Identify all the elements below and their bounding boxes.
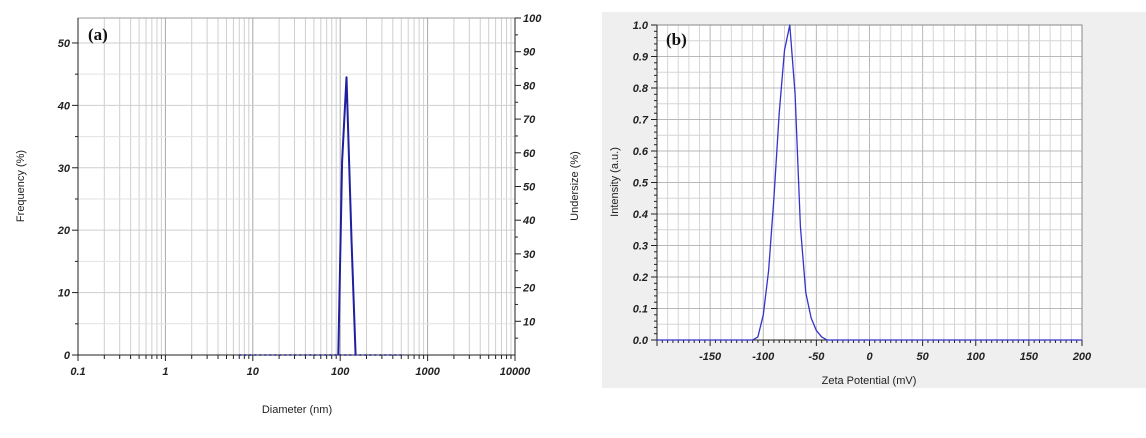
chart-a-y-tick-label: 0 — [64, 350, 71, 362]
chart-a-series-line-1 — [337, 76, 357, 356]
chart-b-series — [657, 24, 1082, 341]
chart-a-background — [78, 18, 515, 355]
chart-b-tick-labels: -150 -100 -50 0 50 100 150 200 0.0 0.1 0.2 0.3 0.4 0.… — [633, 20, 1092, 363]
chart-b-x-tick-label: 50 — [917, 351, 930, 363]
chart-a-x-axis-title: Diameter (nm) — [262, 404, 332, 416]
chart-b-series-line-1 — [657, 24, 1082, 341]
chart-a-x-tick-label: 10 — [247, 366, 260, 378]
chart-a-y2-tick-label: 80 — [523, 80, 536, 92]
chart-b-y-tick-label: 0.0 — [633, 335, 649, 347]
chart-b-y-tick-label: 0.1 — [633, 304, 648, 316]
chart-a-y2-axis-title: Undersize (%) — [569, 151, 581, 221]
chart-a-y2-tick-label: 60 — [523, 148, 536, 160]
chart-a: 0.1 1 10 100 1000 10000 0 10 20 30 40 50 10 20 30 40 50 6… — [15, 13, 581, 416]
chart-b-y-tick-label: 0.2 — [633, 272, 648, 284]
chart-a-y2-tick-label: 10 — [523, 316, 536, 328]
chart-a-x-tick-label: 1000 — [415, 366, 440, 378]
chart-b-x-tick-label: -100 — [752, 351, 775, 363]
chart-b-x-axis-title: Zeta Potential (mV) — [822, 375, 917, 387]
chart-b-x-tick-label: 100 — [967, 351, 986, 363]
chart-a-axes — [72, 17, 521, 361]
chart-a-y2-tick-label: 70 — [523, 114, 536, 126]
chart-b-y-axis-title: Intensity (a.u.) — [609, 147, 621, 217]
chart-a-y2-tick-label: 100 — [523, 13, 542, 25]
chart-a-grid — [77, 18, 515, 356]
chart-a-series — [239, 76, 402, 356]
chart-a-y-tick-label: 20 — [57, 225, 71, 237]
chart-b-y-tick-label: 0.8 — [633, 83, 649, 95]
chart-b-y-tick-label: 0.9 — [633, 52, 649, 64]
chart-b-y-tick-label: 0.7 — [633, 115, 649, 127]
chart-a-y-tick-label: 10 — [58, 288, 71, 300]
chart-b-panel-label: (b) — [666, 30, 687, 49]
chart-b-grid — [656, 24, 1083, 341]
chart-a-y-tick-label: 40 — [57, 100, 71, 112]
chart-b-y-tick-label: 1.0 — [633, 20, 649, 32]
chart-a-y2-tick-label: 40 — [522, 215, 536, 227]
chart-a-y2-tick-label: 90 — [523, 47, 536, 59]
chart-b-y-tick-label: 0.3 — [633, 241, 648, 253]
chart-a-y-tick-label: 30 — [58, 163, 71, 175]
chart-a-y2-tick-label: 20 — [522, 283, 536, 295]
chart-b: -150 -100 -50 0 50 100 150 200 0.0 0.1 0.2 0.3 0.4 0.… — [602, 12, 1146, 388]
chart-b-y-tick-label: 0.6 — [633, 146, 649, 158]
chart-b-y-tick-label: 0.5 — [633, 178, 649, 190]
chart-a-x-tick-label: 100 — [331, 366, 350, 378]
chart-a-y2-tick-label: 30 — [523, 249, 536, 261]
chart-a-x-tick-label: 10000 — [500, 366, 531, 378]
chart-a-x-tick-label: 0.1 — [70, 366, 85, 378]
chart-b-x-tick-label: -150 — [699, 351, 722, 363]
chart-b-x-tick-label: 0 — [866, 351, 873, 363]
chart-a-y2-tick-label: 50 — [523, 182, 536, 194]
chart-a-tick-labels: 0.1 1 10 100 1000 10000 0 10 20 30 40 50 10 20 30 40 50 6… — [57, 13, 542, 378]
chart-b-y-tick-label: 0.4 — [633, 209, 648, 221]
chart-b-x-tick-label: 200 — [1072, 351, 1092, 363]
chart-b-x-tick-label: -50 — [808, 351, 825, 363]
chart-a-y-tick-label: 50 — [58, 38, 71, 50]
chart-a-y-axis-title: Frequency (%) — [15, 150, 27, 222]
chart-b-x-tick-label: 150 — [1020, 351, 1039, 363]
chart-a-x-tick-label: 1 — [162, 366, 168, 378]
chart-a-panel-label: (a) — [88, 25, 108, 44]
